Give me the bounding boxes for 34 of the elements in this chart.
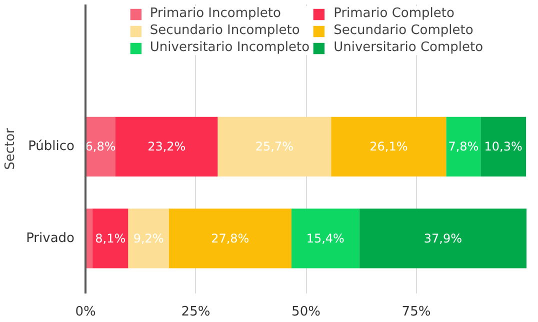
bar bbox=[128, 208, 169, 268]
bar bbox=[168, 208, 292, 268]
data-label: 15,4% bbox=[306, 231, 344, 246]
data-label: 25,7% bbox=[255, 140, 294, 154]
legend-label: Primario Completo bbox=[334, 6, 454, 21]
y-axis-title: Sector bbox=[3, 127, 18, 170]
bar bbox=[291, 208, 360, 268]
data-label: 8,1% bbox=[95, 231, 126, 246]
data-label: 37,9% bbox=[424, 231, 462, 246]
x-tick-label: 50% bbox=[292, 304, 320, 320]
data-label: 27,8% bbox=[211, 231, 250, 246]
bar bbox=[218, 116, 332, 177]
bar bbox=[446, 116, 481, 177]
legend-label: Secundario Incompleto bbox=[150, 23, 300, 38]
data-label: 23,2% bbox=[148, 140, 186, 154]
legend-label: Universitario Incompleto bbox=[150, 40, 310, 55]
legend-label: Universitario Completo bbox=[334, 40, 484, 55]
bar bbox=[480, 116, 526, 177]
data-label: 6,8% bbox=[85, 140, 116, 154]
y-tick-label: Privado bbox=[26, 230, 75, 246]
legend-label: Secundario Completo bbox=[334, 23, 474, 38]
x-tick-label: 25% bbox=[181, 304, 210, 320]
data-label: 7,8% bbox=[448, 140, 479, 154]
data-label: 10,3% bbox=[484, 140, 522, 154]
legend-label: Primario Incompleto bbox=[150, 6, 281, 21]
bar bbox=[359, 208, 526, 268]
data-label: 26,1% bbox=[370, 140, 408, 154]
x-tick-label: 0% bbox=[75, 304, 96, 320]
bar bbox=[331, 116, 446, 177]
bar bbox=[92, 208, 128, 268]
data-label: 9,2% bbox=[133, 231, 164, 246]
bar bbox=[115, 116, 218, 177]
x-tick-label: 75% bbox=[402, 304, 431, 320]
y-tick-label: Público bbox=[28, 139, 75, 154]
